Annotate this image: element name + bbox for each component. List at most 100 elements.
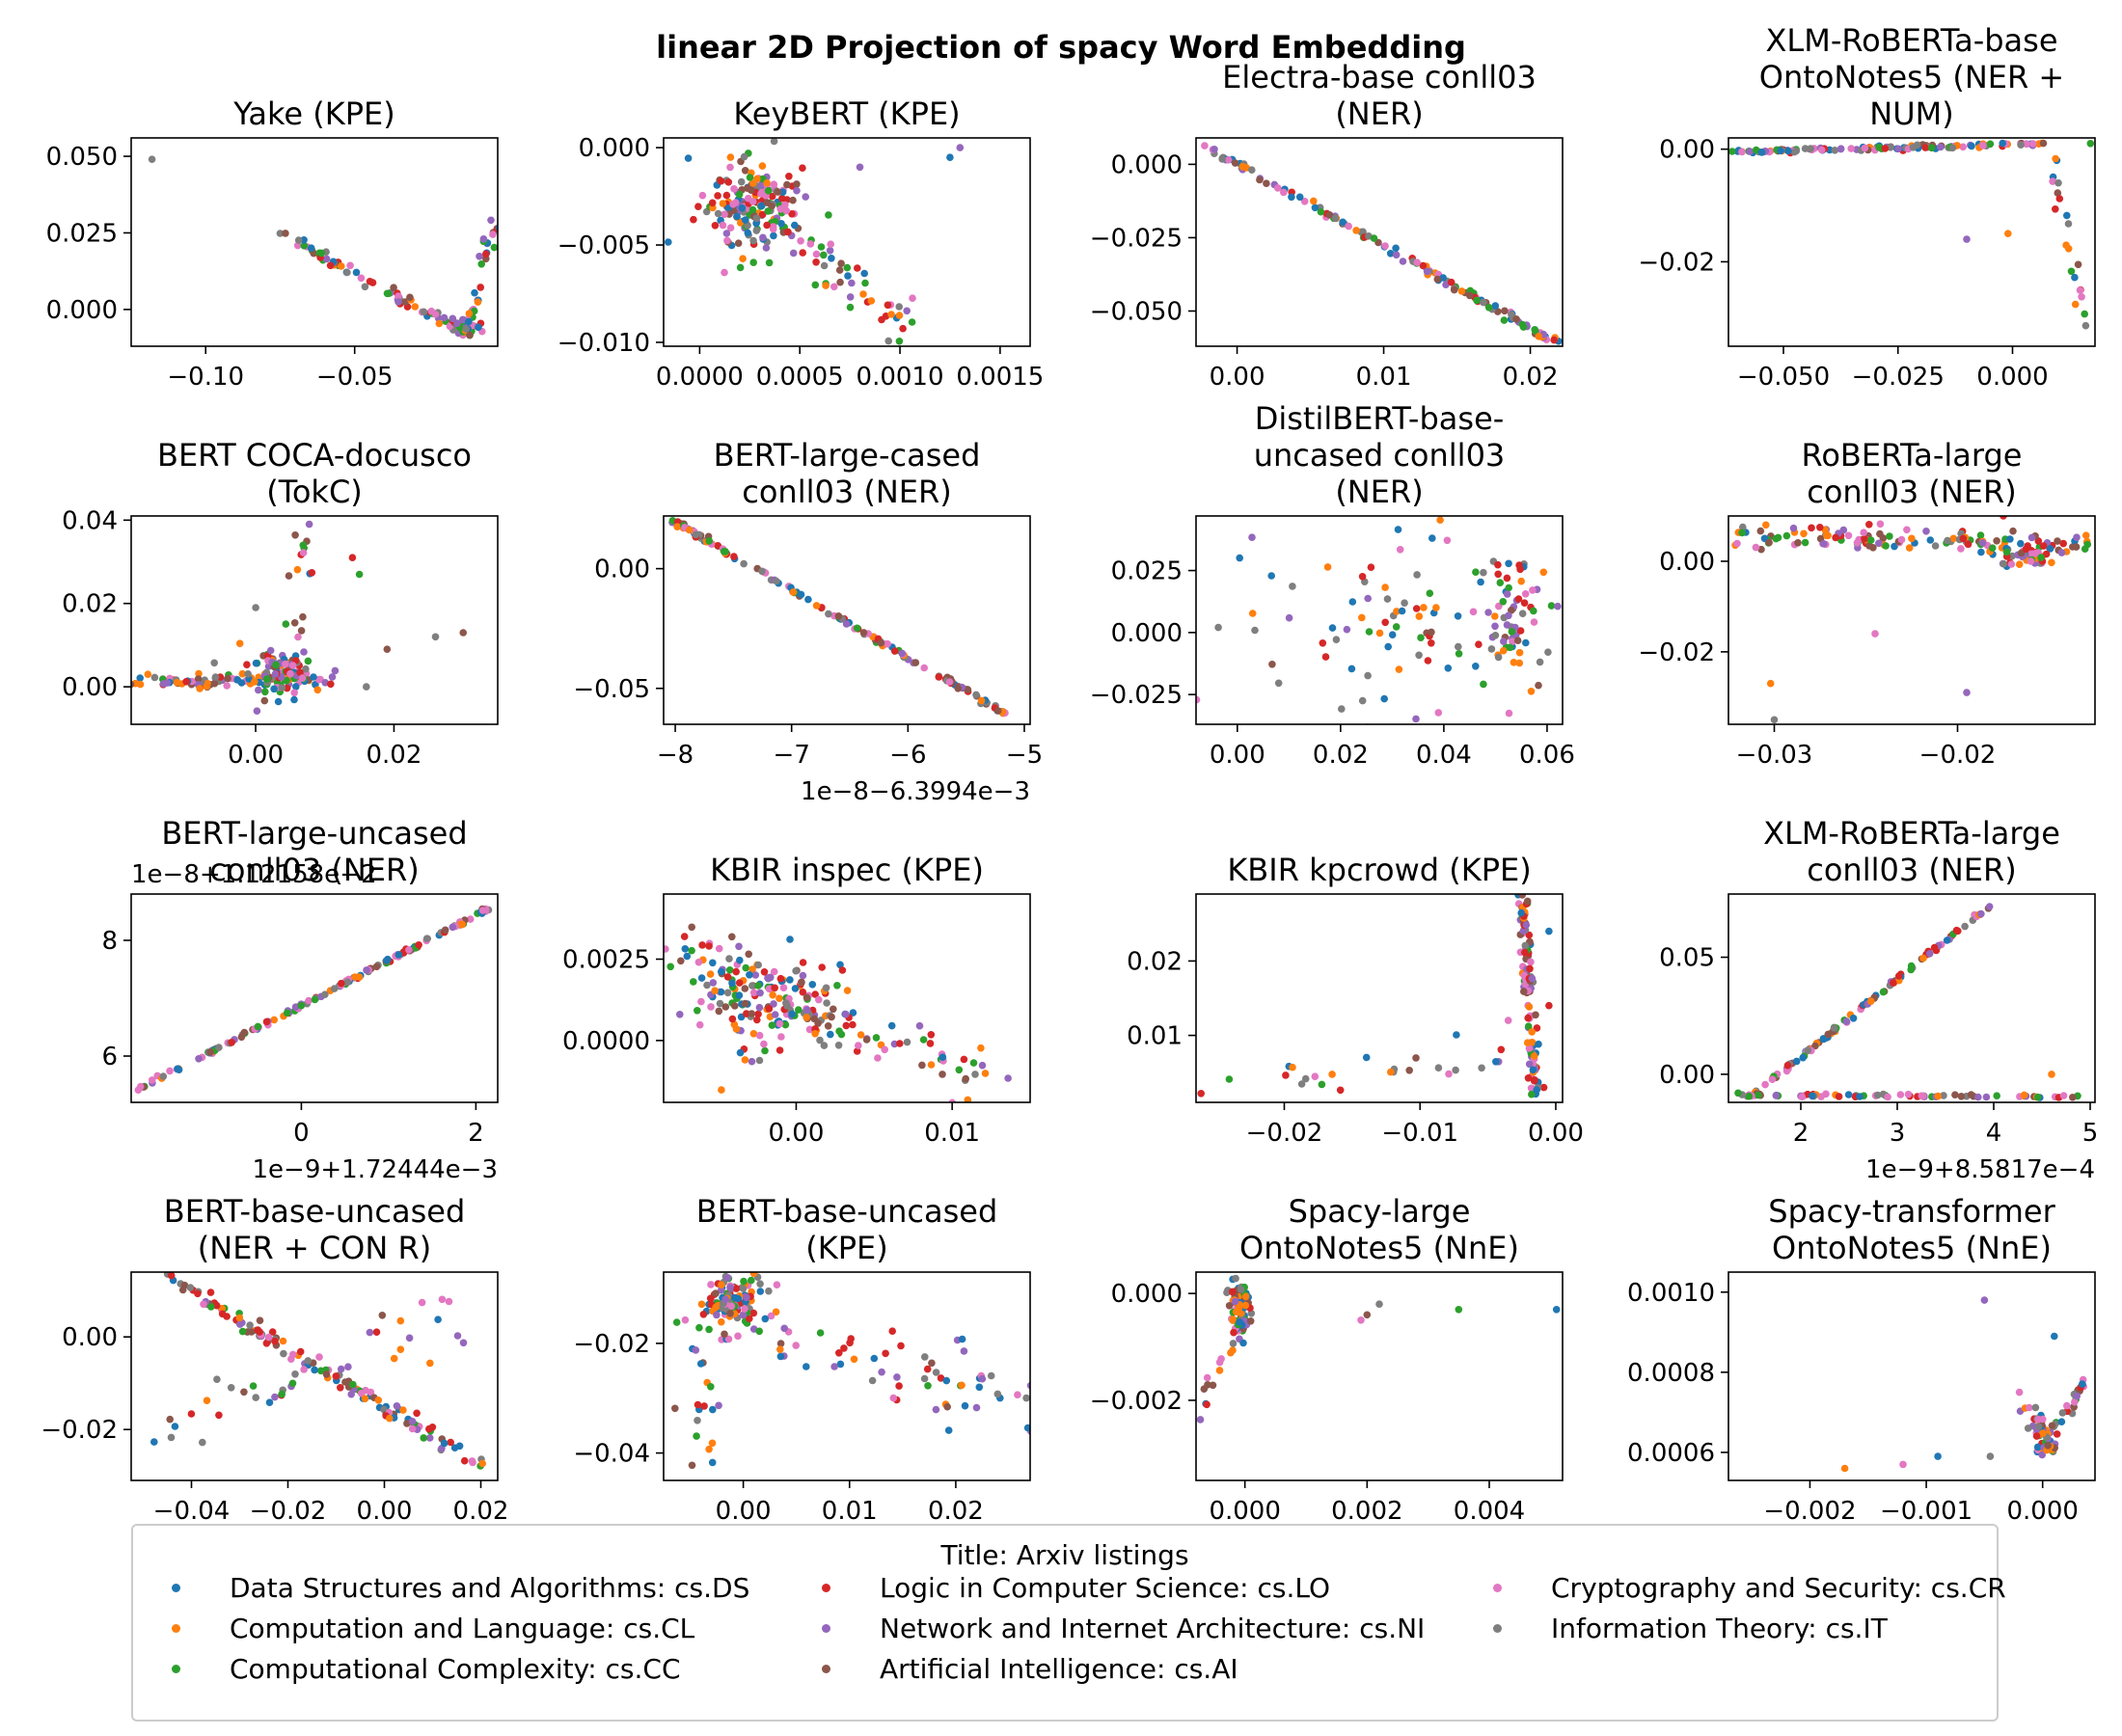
scatter-point: [939, 1071, 946, 1078]
subplot-title: (NER): [1335, 95, 1423, 132]
scatter-point: [960, 1347, 968, 1355]
scatter-point: [755, 1003, 764, 1012]
scatter-point: [884, 639, 891, 648]
scatter-point: [1588, 585, 1595, 593]
axes-frame: [130, 1271, 499, 1481]
scatter-point: [964, 1096, 972, 1102]
scatter-point: [730, 185, 738, 193]
scatter-point: [447, 1438, 455, 1447]
scatter-point: [848, 279, 856, 287]
scatter-point: [1533, 1024, 1541, 1032]
scatter-point: [684, 154, 693, 162]
scatter-point: [803, 1014, 810, 1021]
scatter-point: [420, 308, 428, 316]
scatter-point: [749, 1030, 758, 1038]
x-tick-label: 0.02: [367, 741, 422, 770]
scatter-point: [1491, 632, 1500, 639]
scatter-point: [1545, 1001, 1553, 1010]
scatter-point: [238, 1327, 247, 1336]
scatter-point: [1311, 203, 1319, 212]
scatter-point: [478, 1459, 487, 1468]
scatter-point: [1457, 287, 1466, 295]
legend-label: Computation and Language: cs.CL: [230, 1613, 695, 1644]
scatter-point: [159, 680, 168, 688]
legend-marker: [822, 1665, 830, 1673]
x-tick-label: 0.00: [1210, 741, 1265, 770]
axes-frame: [1195, 137, 1564, 347]
scatter-point: [1491, 302, 1500, 310]
scatter-point: [238, 669, 247, 678]
scatter-point: [1976, 531, 1985, 539]
scatter-point: [718, 1086, 725, 1094]
scatter-point: [1515, 648, 1524, 657]
scatter-point: [855, 1042, 862, 1049]
scatter-point: [812, 602, 821, 610]
subplot-grid: Yake (KPE)−0.10 −0.050.0500.0250.000KeyBE…: [41, 22, 2098, 1526]
scatter-point: [352, 268, 361, 277]
scatter-point: [337, 1365, 345, 1373]
scatter-point: [363, 966, 370, 974]
scatter-point: [206, 1048, 214, 1056]
scatter-point: [1520, 988, 1528, 995]
scatter-point: [1545, 927, 1553, 936]
scatter-point: [1393, 608, 1401, 615]
scatter-point: [308, 569, 316, 577]
scatter-point: [741, 1056, 749, 1064]
scatter-point: [338, 979, 345, 988]
scatter-point: [1229, 1340, 1238, 1347]
scatter-point: [908, 318, 916, 326]
scatter-point: [1480, 680, 1487, 689]
scatter-point: [1473, 296, 1481, 305]
scatter-point: [799, 988, 807, 996]
scatter-point: [2034, 1423, 2043, 1430]
scatter-point: [765, 985, 774, 993]
scatter-point: [714, 209, 722, 218]
scatter-point: [1832, 533, 1839, 542]
scatter-points: [665, 138, 965, 345]
scatter-point: [390, 284, 397, 292]
scatter-point: [1494, 570, 1502, 579]
scatter-point: [728, 1015, 737, 1023]
x-tick-label: 4: [1986, 1119, 2002, 1148]
y-tick-label: 0.00: [1659, 548, 1715, 577]
scatter-point: [736, 956, 744, 964]
scatter-point: [460, 1456, 469, 1465]
scatter-point: [1413, 571, 1421, 579]
scatter-point: [1288, 193, 1295, 202]
scatter-point: [1931, 542, 1940, 550]
scatter-point: [338, 262, 345, 270]
scatter-point: [770, 231, 777, 240]
scatter-point: [721, 1330, 728, 1339]
scatter-point: [302, 665, 310, 673]
scatter-point: [368, 279, 377, 286]
scatter-point: [1443, 536, 1452, 545]
scatter-point: [878, 1368, 885, 1376]
scatter-point: [786, 936, 794, 943]
y-tick-label: −0.025: [1090, 681, 1183, 710]
scatter-point: [385, 289, 393, 298]
scatter-point: [884, 337, 892, 345]
scatter-point: [1881, 145, 1890, 152]
scatter-point: [357, 274, 366, 283]
scatter-point: [1840, 1464, 1849, 1473]
scatter-point: [749, 236, 757, 245]
scatter-point: [828, 1013, 835, 1021]
scatter-point: [768, 192, 776, 201]
scatter-point: [343, 268, 351, 277]
scatter-point: [1986, 1452, 1995, 1460]
scatter-point: [2057, 1418, 2066, 1425]
scatter-point: [207, 1303, 215, 1311]
scatter-point: [718, 1287, 725, 1294]
x-tick-label: −0.05: [316, 363, 394, 392]
scatter-point: [1375, 1300, 1383, 1308]
scatter-point: [322, 255, 331, 263]
scatter-point: [1318, 1080, 1326, 1089]
x-tick-label: 0.02: [1313, 741, 1369, 770]
scatter-point: [150, 673, 159, 682]
scatter-point: [1904, 1090, 1913, 1099]
scatter-point: [721, 268, 728, 277]
scatter-point: [775, 1046, 784, 1054]
scatter-point: [2064, 220, 2073, 228]
scatter-point: [1328, 624, 1337, 632]
